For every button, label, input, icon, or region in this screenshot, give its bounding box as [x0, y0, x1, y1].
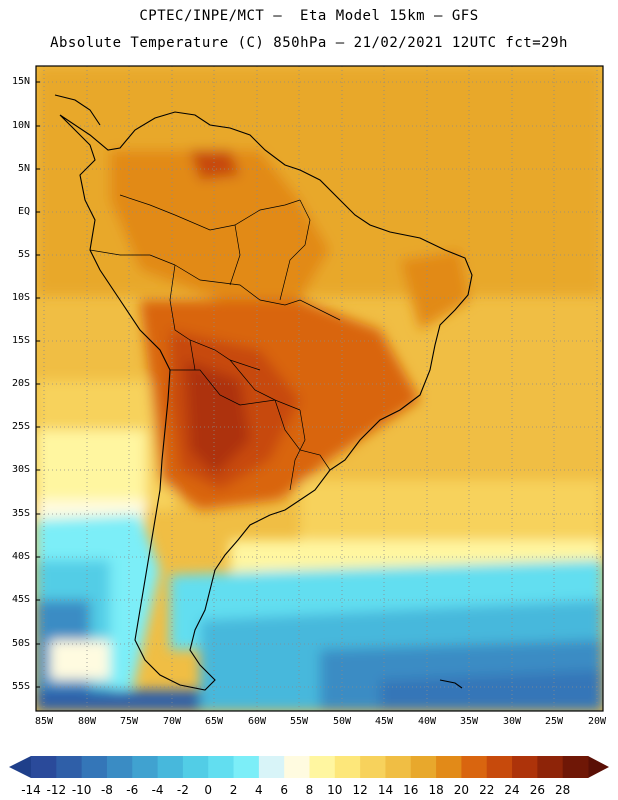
colorbar-swatch — [208, 756, 235, 778]
title-line-2: Absolute Temperature (C) 850hPa – 21/02/… — [50, 35, 568, 51]
colorbar-tick-label: -8 — [100, 783, 113, 797]
colorbar-min-arrow — [9, 756, 31, 778]
colorbar-tick-label: 6 — [280, 783, 288, 797]
colorbar-swatch — [81, 756, 108, 778]
colorbar-swatch — [486, 756, 513, 778]
lon-label: 75W — [119, 716, 139, 727]
colorbar-tick-label: 4 — [255, 783, 263, 797]
colorbar-swatch — [258, 756, 285, 778]
lon-label: 45W — [374, 716, 394, 727]
colorbar-swatch — [56, 756, 83, 778]
lat-label: 15S — [11, 335, 30, 346]
title-line-1: CPTEC/INPE/MCT – Eta Model 15km – GFS — [139, 8, 479, 24]
lon-label: 40W — [417, 716, 437, 727]
colorbar — [9, 756, 609, 778]
lon-label: 60W — [247, 716, 267, 727]
colorbar-swatch — [436, 756, 462, 778]
colorbar-tick-label: 0 — [204, 783, 213, 797]
colorbar-swatch — [233, 756, 260, 778]
colorbar-swatch — [284, 756, 310, 778]
colorbar-tick-label: 20 — [453, 783, 470, 797]
lat-label: 5N — [17, 163, 30, 174]
lat-label: 10N — [11, 120, 30, 131]
colorbar-tick-label: 8 — [305, 783, 314, 797]
lat-label: 20S — [11, 378, 30, 389]
colorbar-tick-label: 18 — [428, 783, 444, 797]
colorbar-swatch — [157, 756, 184, 778]
colorbar-swatch — [31, 756, 57, 778]
colorbar-tick-label: 28 — [555, 783, 571, 797]
lat-label: 40S — [11, 551, 30, 562]
colorbar-swatch — [309, 756, 336, 778]
colorbar-swatch — [562, 756, 589, 778]
colorbar-swatch — [132, 756, 159, 778]
colorbar-tick-label: -14 — [21, 783, 41, 797]
colorbar-swatch — [461, 756, 488, 778]
lat-label: 55S — [11, 681, 30, 692]
lat-label: 5S — [17, 249, 30, 260]
lon-label: 35W — [459, 716, 479, 727]
colorbar-tick-label: 24 — [504, 783, 520, 797]
colorbar-swatch — [106, 756, 133, 778]
colorbar-tick-label: 2 — [229, 783, 238, 797]
temperature-field — [36, 66, 603, 711]
lon-label: 20W — [587, 716, 607, 727]
colorbar-swatch — [334, 756, 361, 778]
colorbar-tick-label: 26 — [529, 783, 545, 797]
lon-label: 55W — [289, 716, 309, 727]
colorbar-tick-label: 14 — [377, 783, 394, 797]
country-borders — [89, 194, 341, 491]
colorbar-swatch — [385, 756, 412, 778]
lat-label: 50S — [11, 638, 30, 649]
lat-label: 30S — [11, 464, 30, 475]
lon-label: 70W — [162, 716, 182, 727]
lon-label: 50W — [332, 716, 352, 727]
colorbar-tick-label: -4 — [151, 783, 164, 797]
map-frame — [35, 65, 604, 712]
colorbar-swatch — [537, 756, 564, 778]
lon-label: 30W — [502, 716, 522, 727]
coastline — [54, 94, 473, 691]
colorbar-tick-label: 16 — [403, 783, 419, 797]
lon-label: 65W — [204, 716, 224, 727]
lat-label: 15N — [11, 76, 30, 87]
colorbar-swatch — [512, 756, 538, 778]
colorbar-tick-label: -12 — [46, 783, 67, 797]
lat-label: 35S — [11, 508, 30, 519]
colorbar-swatch — [182, 756, 209, 778]
colorbar-max-arrow — [588, 756, 609, 778]
colorbar-swatch — [360, 756, 386, 778]
colorbar-tick-label: -10 — [71, 783, 92, 797]
lon-label: 85W — [34, 716, 54, 727]
lat-label: 45S — [11, 594, 30, 605]
lat-label: 25S — [11, 421, 30, 432]
lon-label: 25W — [544, 716, 564, 727]
colorbar-tick-label: -6 — [126, 783, 139, 797]
axis-ticks — [36, 81, 40, 688]
colorbar-tick-label: 22 — [479, 783, 495, 797]
lat-label: 10S — [11, 292, 30, 303]
colorbar-tick-label: 10 — [327, 783, 343, 797]
colorbar-tick-label: -2 — [176, 783, 189, 797]
colorbar-tick-label: 12 — [352, 783, 368, 797]
colorbar-swatch — [410, 756, 437, 778]
lat-label: EQ — [17, 206, 30, 217]
lat-lon-grid — [36, 66, 603, 711]
lon-label: 80W — [77, 716, 97, 727]
